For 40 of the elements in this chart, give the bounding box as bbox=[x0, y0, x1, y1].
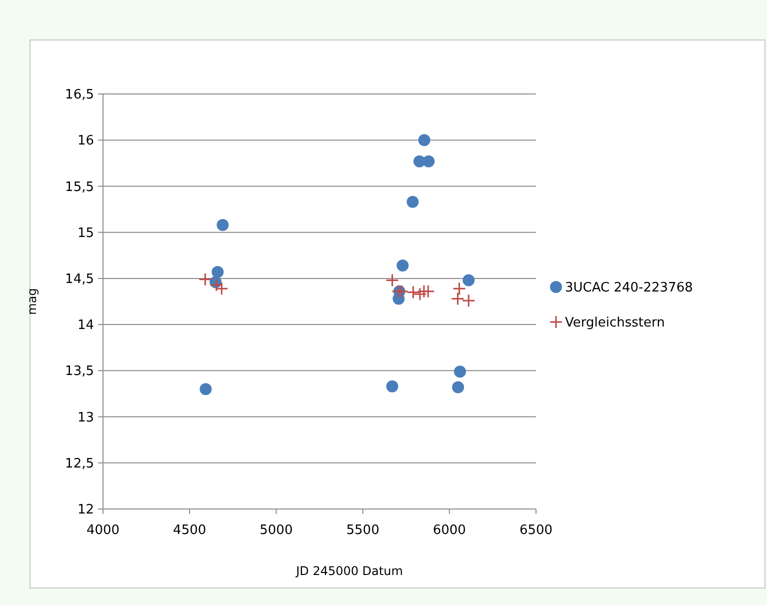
point bbox=[200, 383, 212, 396]
point bbox=[421, 284, 435, 298]
legend-label: 3UCAC 240-223768 bbox=[565, 280, 693, 296]
point bbox=[462, 294, 476, 308]
y-axis-title: mag bbox=[25, 288, 39, 315]
y-tick-label: 14,5 bbox=[65, 272, 94, 287]
point bbox=[386, 380, 398, 392]
point bbox=[216, 218, 229, 231]
x-tick-label: 5500 bbox=[346, 523, 380, 538]
point bbox=[198, 272, 212, 286]
y-tick-label: 14 bbox=[77, 318, 94, 334]
point bbox=[462, 274, 475, 286]
y-tick-label: 16 bbox=[77, 134, 94, 149]
y-tick-label: 12,5 bbox=[65, 456, 94, 472]
point bbox=[396, 260, 409, 272]
point bbox=[418, 134, 430, 146]
y-tick-label: 15,5 bbox=[65, 180, 94, 195]
x-tick-label: 4000 bbox=[86, 523, 120, 538]
y-tick-label: 15 bbox=[77, 226, 94, 241]
x-tick-label: 6500 bbox=[519, 523, 553, 538]
point bbox=[413, 287, 427, 301]
x-tick-label: 6000 bbox=[432, 523, 466, 538]
x-tick-label: 4500 bbox=[173, 523, 206, 538]
point bbox=[450, 292, 464, 306]
point bbox=[406, 286, 420, 300]
y-tick-label: 13 bbox=[77, 410, 94, 426]
point bbox=[454, 366, 466, 378]
y-tick-label: 13,5 bbox=[65, 364, 94, 380]
point bbox=[385, 274, 399, 288]
point bbox=[212, 266, 224, 278]
legend-label: Vergleichsstern bbox=[565, 316, 665, 331]
point bbox=[452, 282, 466, 296]
x-axis-title: JD 245000 Datum bbox=[295, 564, 403, 578]
point bbox=[406, 196, 419, 208]
point bbox=[394, 284, 408, 298]
x-tick-label: 5000 bbox=[260, 523, 293, 538]
y-tick-label: 16,5 bbox=[65, 88, 94, 103]
point bbox=[422, 155, 435, 168]
y-tick-label: 12 bbox=[77, 502, 94, 518]
point bbox=[452, 381, 464, 394]
